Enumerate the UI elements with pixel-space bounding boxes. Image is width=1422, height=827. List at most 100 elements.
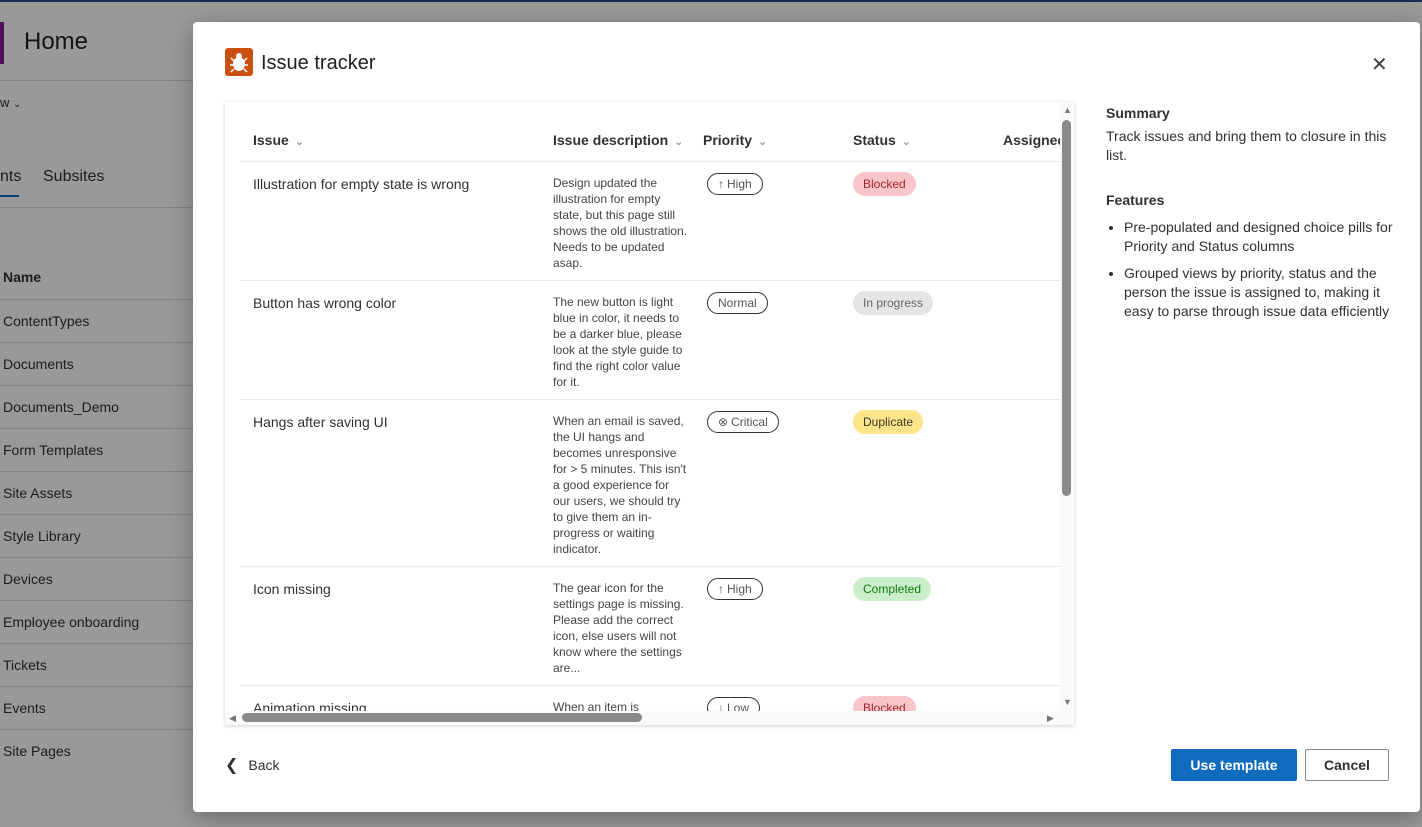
chevron-down-icon: ⌄ bbox=[13, 99, 22, 110]
priority-label: High bbox=[727, 582, 752, 596]
header-label: Issue bbox=[253, 132, 289, 148]
column-header-issue[interactable]: Issue ⌄ bbox=[253, 132, 304, 148]
summary-text: Track issues and bring them to closure i… bbox=[1106, 128, 1387, 163]
divider bbox=[0, 643, 200, 644]
status-pill: Blocked bbox=[853, 172, 916, 196]
preview-table: Issue ⌄ Issue description ⌄ Priority ⌄ Stat… bbox=[225, 102, 1060, 711]
scroll-down-icon[interactable]: ▼ bbox=[1063, 697, 1072, 707]
issue-title: Hangs after saving UI bbox=[253, 414, 388, 430]
divider bbox=[0, 428, 200, 429]
summary-heading: Summary bbox=[1106, 105, 1170, 121]
site-list-item[interactable]: Tickets bbox=[3, 657, 47, 673]
features-heading: Features bbox=[1106, 192, 1165, 208]
divider bbox=[0, 207, 200, 208]
priority-icon: ↑ bbox=[718, 177, 724, 191]
site-logo bbox=[0, 22, 4, 64]
tab-contents[interactable]: nts bbox=[0, 168, 22, 185]
page-title: Home bbox=[24, 28, 89, 55]
table-row[interactable]: Icon missing The gear icon for the setti… bbox=[240, 566, 1060, 685]
divider bbox=[0, 385, 200, 386]
header-label: Assigned bbox=[1003, 132, 1060, 148]
status-pill: Completed bbox=[853, 577, 932, 601]
issue-description: When an email is saved, the UI hangs and… bbox=[553, 414, 687, 556]
divider bbox=[0, 471, 200, 472]
site-list-item[interactable]: Events bbox=[3, 700, 46, 716]
column-header-assigned[interactable]: Assigned bbox=[1003, 132, 1060, 148]
status-pill: Blocked bbox=[853, 696, 916, 711]
bug-icon bbox=[225, 48, 253, 76]
table-row[interactable]: Hangs after saving UI When an email is s… bbox=[240, 399, 1060, 566]
divider bbox=[0, 80, 200, 81]
priority-label: Critical bbox=[731, 415, 768, 429]
table-row[interactable]: Animation missing When an item is ↓ Low B… bbox=[240, 685, 1060, 711]
feature-item: Grouped views by priority, status and th… bbox=[1124, 264, 1396, 321]
column-header-priority[interactable]: Priority ⌄ bbox=[703, 132, 767, 148]
use-template-button[interactable]: Use template bbox=[1171, 749, 1297, 781]
template-preview: Issue ⌄ Issue description ⌄ Priority ⌄ Stat… bbox=[225, 102, 1074, 725]
issue-description: The new button is light blue in color, i… bbox=[553, 295, 683, 389]
priority-label: Normal bbox=[718, 296, 757, 310]
chevron-down-icon: ⌄ bbox=[294, 136, 305, 148]
issue-title: Illustration for empty state is wrong bbox=[253, 176, 470, 192]
site-list-item[interactable]: Style Library bbox=[3, 528, 81, 544]
scroll-right-icon[interactable]: ▶ bbox=[1047, 713, 1054, 723]
top-bar bbox=[0, 0, 1422, 2]
new-button[interactable]: w ⌄ bbox=[0, 95, 21, 110]
divider bbox=[0, 557, 200, 558]
header-label: Status bbox=[853, 132, 896, 148]
divider bbox=[0, 299, 200, 300]
priority-icon: ⊗ bbox=[718, 415, 729, 429]
issue-description: The gear icon for the settings page is m… bbox=[553, 581, 684, 675]
name-column-header[interactable]: Name bbox=[3, 269, 42, 285]
site-list-item[interactable]: Devices bbox=[3, 571, 53, 587]
dialog-title: Issue tracker bbox=[261, 52, 376, 74]
table-row[interactable]: Button has wrong color The new button is… bbox=[240, 280, 1060, 399]
priority-pill: ↑ High bbox=[707, 578, 763, 600]
scroll-up-icon[interactable]: ▲ bbox=[1063, 105, 1072, 115]
issue-title: Animation missing bbox=[253, 700, 367, 711]
chevron-down-icon: ⌄ bbox=[758, 136, 768, 148]
column-header-description[interactable]: Issue description ⌄ bbox=[553, 132, 683, 148]
site-list-item[interactable]: ContentTypes bbox=[3, 313, 90, 329]
table-row[interactable]: Illustration for empty state is wrong De… bbox=[240, 161, 1060, 280]
header-label: Priority bbox=[703, 132, 753, 148]
back-label: Back bbox=[248, 757, 280, 773]
site-list-item[interactable]: Documents_Demo bbox=[3, 399, 119, 415]
new-label: w bbox=[0, 95, 10, 110]
issue-title: Icon missing bbox=[253, 581, 331, 597]
tab-subsites[interactable]: Subsites bbox=[43, 168, 105, 185]
features-list: Pre-populated and designed choice pills … bbox=[1106, 218, 1396, 321]
template-dialog: Issue tracker ✕ Issue ⌄ Issue description… bbox=[193, 22, 1420, 812]
site-list-item[interactable]: Form Templates bbox=[3, 442, 104, 458]
cancel-button[interactable]: Cancel bbox=[1305, 749, 1389, 781]
horizontal-scroll-thumb[interactable] bbox=[242, 713, 642, 722]
divider bbox=[0, 729, 200, 730]
divider bbox=[0, 600, 200, 601]
divider bbox=[0, 342, 200, 343]
issue-description: When an item is bbox=[553, 700, 640, 711]
site-list-item[interactable]: Documents bbox=[3, 356, 74, 372]
scroll-left-icon[interactable]: ◀ bbox=[229, 713, 236, 723]
issue-title: Button has wrong color bbox=[253, 295, 397, 311]
priority-label: High bbox=[727, 177, 752, 191]
tab-indicator bbox=[0, 195, 19, 197]
template-details: Summary Track issues and bring them to c… bbox=[1106, 104, 1396, 329]
vertical-scroll-thumb[interactable] bbox=[1062, 120, 1071, 496]
status-pill: In progress bbox=[853, 291, 934, 315]
issue-description: Design updated the illustration for empt… bbox=[553, 176, 688, 270]
priority-pill: Normal bbox=[707, 292, 768, 314]
priority-pill: ⊗ Critical bbox=[707, 411, 779, 433]
site-list-item[interactable]: Employee onboarding bbox=[3, 614, 140, 630]
header-label: Issue description bbox=[553, 132, 669, 148]
priority-pill: ↓ Low bbox=[707, 697, 761, 711]
site-list-item[interactable]: Site Pages bbox=[3, 743, 71, 759]
divider bbox=[0, 514, 200, 515]
chevron-left-icon: ❮ bbox=[225, 757, 239, 774]
close-button[interactable]: ✕ bbox=[1371, 52, 1388, 77]
column-header-status[interactable]: Status ⌄ bbox=[853, 132, 911, 148]
divider bbox=[0, 686, 200, 687]
back-button[interactable]: ❮ Back bbox=[225, 755, 280, 775]
priority-icon: ↑ bbox=[718, 582, 724, 596]
site-list-item[interactable]: Site Assets bbox=[3, 485, 73, 501]
priority-pill: ↑ High bbox=[707, 173, 763, 195]
